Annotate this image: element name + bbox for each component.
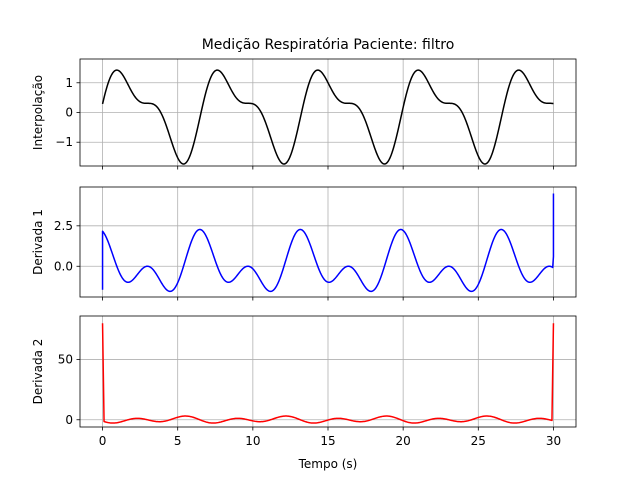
- y-tick-label: 0.0: [54, 259, 73, 273]
- panel-derivada-1: 0.0 2.5 Derivada 1: [31, 186, 577, 301]
- x-axis-label: Tempo (s): [298, 457, 358, 471]
- y-axis-label: Derivada 1: [31, 209, 45, 275]
- y-tick-label: 0: [65, 413, 73, 427]
- y-axis-label: Derivada 2: [31, 339, 45, 405]
- panel-derivada-2: 0 5 10 15 20 25 30 0 50 Derivada 2: [31, 315, 577, 448]
- y-tick-label: 1: [65, 76, 73, 90]
- chart-title: Medição Respiratória Paciente: filtro: [202, 37, 455, 53]
- panel-interpolacao: −1 0 1 Interpolação: [31, 58, 577, 170]
- series-line-0: [101, 69, 554, 165]
- x-tick-label: 10: [245, 434, 260, 448]
- y-tick-label: 2.5: [54, 219, 73, 233]
- x-tick-label: 25: [471, 434, 486, 448]
- y-tick-label: −1: [55, 135, 73, 149]
- y-tick-label: 50: [58, 352, 73, 366]
- x-tick-label: 15: [320, 434, 335, 448]
- x-tick-label: 0: [99, 434, 107, 448]
- x-tick-label: 20: [396, 434, 411, 448]
- y-axis-label: Interpolação: [31, 75, 45, 150]
- series-line-1: [101, 193, 555, 293]
- x-tick-label: 5: [174, 434, 182, 448]
- x-tick-label: 30: [546, 434, 561, 448]
- y-tick-label: 0: [65, 106, 73, 120]
- series-line-2: [101, 323, 555, 424]
